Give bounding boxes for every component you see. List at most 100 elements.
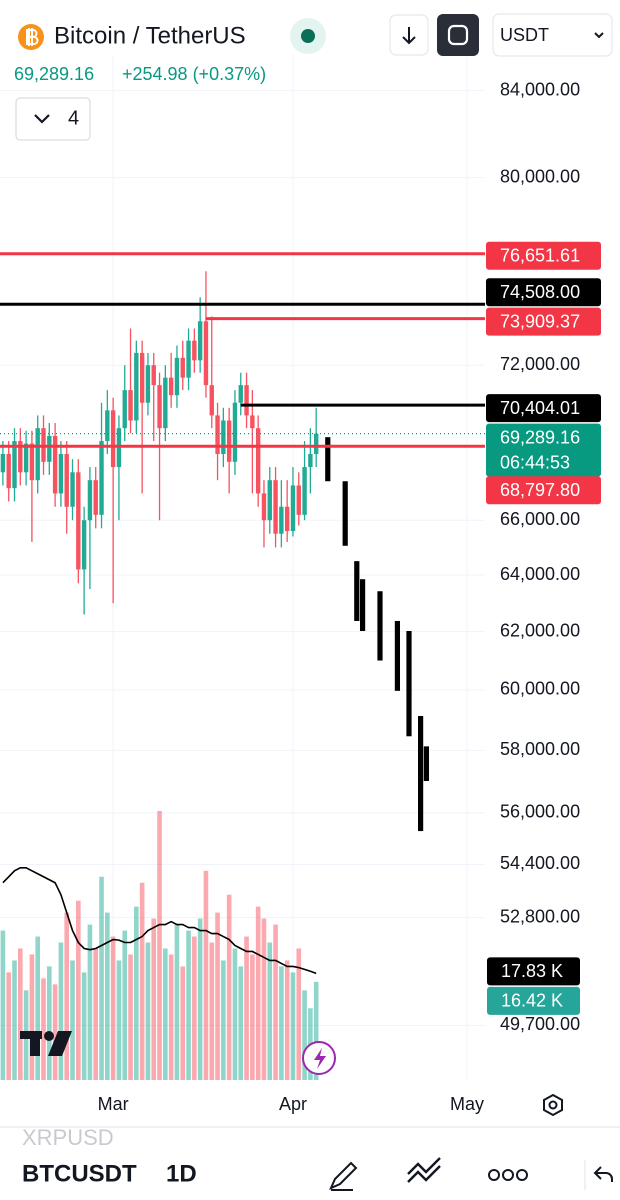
currency-select[interactable] — [492, 13, 613, 57]
candle-body — [308, 453, 313, 468]
price-tag-label: 68,797.80 — [500, 480, 580, 500]
symbol-button[interactable]: BTCUSDT — [22, 1160, 137, 1187]
candle-body — [122, 390, 127, 429]
y-tick-label: 52,800.00 — [500, 906, 580, 926]
indicators-toggle[interactable] — [15, 97, 91, 141]
candle-body — [87, 480, 93, 521]
logo-part — [48, 1031, 72, 1056]
last-price: 69,289.16 — [14, 64, 94, 84]
projection-bar — [354, 561, 360, 621]
volume-bar — [197, 918, 203, 1080]
volume-bar — [76, 900, 81, 1080]
volume-bar — [93, 948, 99, 1080]
volume-bar — [168, 954, 174, 1080]
candle-body — [313, 433, 319, 454]
candle-body — [174, 357, 180, 396]
undo-button[interactable] — [593, 1166, 613, 1182]
price-tag-label: 70,404.01 — [500, 398, 580, 418]
download-icon — [402, 27, 416, 45]
y-tick-label: 49,700.00 — [500, 1014, 580, 1034]
candle-body — [267, 480, 272, 521]
candle-body — [157, 385, 162, 429]
volume-bar — [244, 936, 249, 1080]
x-tick-label: Apr — [279, 1094, 307, 1114]
interval-button[interactable]: 1D — [166, 1160, 197, 1187]
next-symbol[interactable]: XRPUSD — [22, 1125, 114, 1150]
price-tag-label: 73,909.37 — [500, 311, 580, 331]
projection-bar — [359, 579, 366, 631]
candle-body — [76, 472, 81, 570]
volume-bar — [128, 954, 133, 1080]
volume-bar — [139, 882, 145, 1080]
volume-bar — [284, 960, 290, 1080]
volume-bar — [110, 936, 116, 1080]
candle-body — [279, 506, 284, 534]
symbol-title[interactable]: Bitcoin / TetherUS — [54, 22, 246, 49]
projection-bar — [377, 591, 383, 661]
volume-bar — [6, 972, 12, 1080]
price-tag-label: 69,289.16 — [500, 427, 580, 447]
tv-logo — [20, 1031, 72, 1056]
candle-body — [58, 453, 64, 494]
y-tick-label: 58,000.00 — [500, 739, 580, 759]
volume-bar — [35, 936, 41, 1080]
volume-bar — [0, 930, 6, 1080]
volume-bar — [163, 948, 168, 1080]
volume-bar — [134, 906, 139, 1080]
fullscreen-button[interactable] — [437, 14, 479, 56]
candle-body — [35, 428, 40, 481]
currency-label: USDT — [500, 25, 549, 45]
volume-bar — [302, 990, 307, 1080]
settings-button[interactable] — [543, 1093, 563, 1117]
indicators-chevron — [34, 114, 50, 124]
volume-tag — [487, 957, 580, 986]
candle-body — [226, 420, 232, 462]
volume-bar — [180, 966, 186, 1080]
draw-button[interactable] — [329, 1161, 358, 1191]
candle-body — [134, 352, 139, 421]
candle-body — [255, 428, 261, 494]
volume-ma-line — [2, 866, 317, 975]
volume-bar — [47, 966, 52, 1080]
candle-body — [215, 415, 220, 454]
projection-bar — [418, 715, 424, 832]
y-tick-label: 54,400.00 — [500, 853, 580, 873]
volume-bar — [52, 984, 58, 1080]
volume-bar — [41, 978, 46, 1080]
volume-bar — [267, 942, 273, 1080]
projection-bar — [406, 630, 412, 737]
price-countdown: 06:44:53 — [500, 452, 570, 472]
volume-bar — [279, 966, 284, 1080]
candle-body — [209, 385, 214, 416]
candle-body — [128, 390, 133, 421]
candle-body — [12, 441, 17, 489]
volume-bar — [238, 966, 244, 1080]
candle-body — [180, 357, 185, 378]
candle-body — [232, 402, 238, 462]
price-tag — [486, 307, 601, 336]
candle-body — [0, 453, 6, 473]
y-tick-label: 66,000.00 — [500, 509, 580, 529]
volume-bar — [64, 912, 70, 1080]
candle-body — [238, 385, 243, 403]
x-tick-label: May — [450, 1094, 484, 1114]
volume-bar — [313, 981, 319, 1080]
volume-bar — [209, 942, 215, 1080]
projection-bar — [325, 437, 331, 482]
candle-body — [139, 352, 145, 403]
candle-body — [244, 385, 249, 416]
price-change: +254.98 (+0.37%) — [122, 64, 266, 84]
volume-bar — [250, 954, 255, 1080]
price-tag — [486, 394, 601, 423]
price-tag-label: 74,508.00 — [500, 282, 580, 302]
candle-body — [290, 485, 296, 532]
more-button[interactable] — [488, 1169, 500, 1181]
volume-bar — [116, 960, 122, 1080]
y-tick-label: 62,000.00 — [500, 620, 580, 640]
price-tag — [486, 241, 601, 270]
y-tick-label: 84,000.00 — [500, 79, 580, 99]
chart-type-button[interactable] — [407, 1157, 441, 1183]
candle-body — [168, 377, 174, 396]
volume-bar — [87, 924, 93, 1080]
